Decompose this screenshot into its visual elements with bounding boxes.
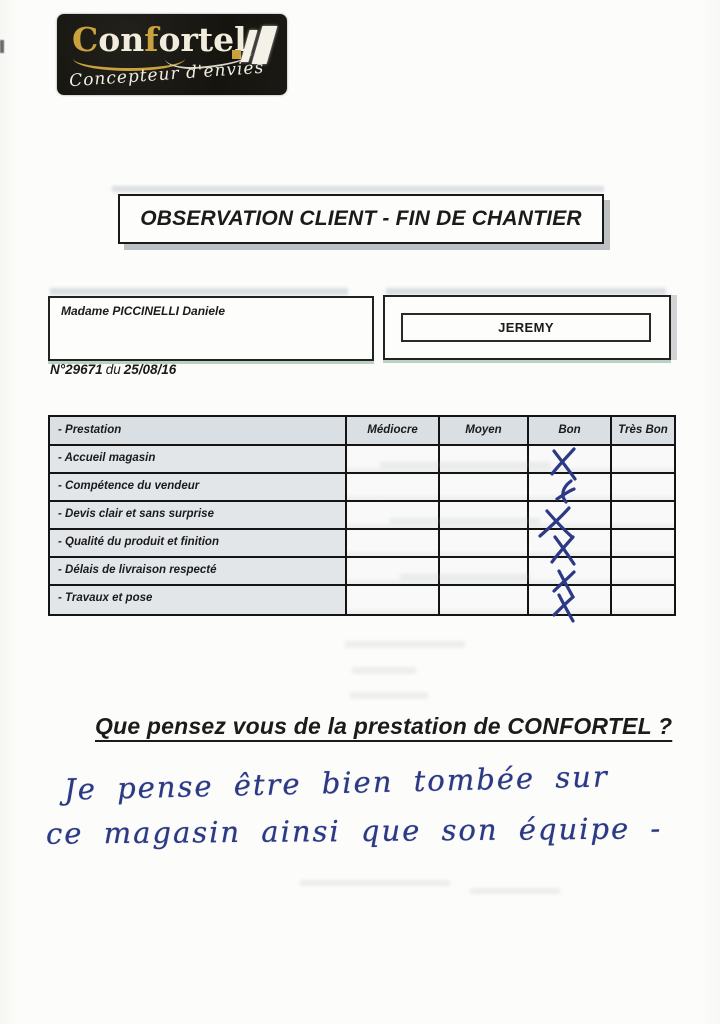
client-name: Madame PICCINELLI Daniele [61,304,226,318]
cell-mediocre [347,502,440,530]
col-header-prestation: - Prestation [50,417,347,446]
scan-artifact [50,288,348,295]
row-label: - Travaux et pose [50,586,347,614]
cell-bon [529,586,612,623]
cell-mediocre [347,558,440,586]
row-label: - Devis clair et sans surprise [50,502,347,530]
scan-artifact [386,288,666,295]
handwritten-comment-line1: Je pense être bien tombée sur [63,759,610,807]
logo-letter: f [144,20,159,59]
form-title: OBSERVATION CLIENT - FIN DE CHANTIER [140,207,582,230]
col-header-moyen: Moyen [440,417,529,446]
cell-tresbon [612,586,674,614]
cell-moyen [440,502,529,530]
row-label: - Qualité du produit et finition [50,530,347,558]
cell-bon [529,446,612,481]
logo-letters: on [98,20,145,59]
order-date: 25/08/16 [123,362,177,377]
cell-tresbon [612,446,674,474]
cell-moyen [440,586,529,614]
scan-artifact [350,692,428,699]
logo-letter: C [72,20,99,59]
cell-bon [529,474,612,504]
scan-artifact [390,518,540,524]
logo-wordmark: Confortel [72,20,247,59]
confortel-logo: Confortel Concepteur d'envies [57,14,287,95]
col-header-mediocre: Médiocre [347,417,440,446]
rating-table: - Prestation Médiocre Moyen Bon Très Bon… [48,415,676,623]
scan-artifact [470,888,560,894]
question-heading: Que pensez vous de la prestation de CONF… [95,713,673,739]
scan-artifact [0,40,4,53]
cell-mediocre [347,586,440,614]
cell-tresbon [612,502,674,530]
cell-bon [529,558,612,599]
scan-artifact [345,641,465,648]
scan-artifact [352,667,416,674]
cell-tresbon [612,558,674,586]
cell-bon [529,502,612,538]
logo-gold-swoosh [73,56,185,71]
cell-mediocre [347,446,440,474]
scan-artifact [380,462,550,468]
row-label: - Accueil magasin [50,446,347,474]
row-label: - Délais de livraison respecté [50,558,347,586]
cell-moyen [440,558,529,586]
scan-artifact [300,880,450,886]
scan-artifact [400,574,530,580]
cell-moyen [440,446,529,474]
cell-moyen [440,530,529,558]
logo-letters: ortel [158,20,247,59]
cell-moyen [440,474,529,502]
cell-tresbon [612,474,674,502]
col-header-tresbon: Très Bon [612,417,674,446]
advisor-box: JEREMY [383,295,671,360]
advisor-name: JEREMY [498,320,554,335]
order-reference: N°29671 du 25/08/16 [50,362,176,377]
advisor-name-box: JEREMY [401,313,651,342]
order-number: N°29671 [50,362,103,377]
x-mark-bon [552,593,575,623]
form-title-box: OBSERVATION CLIENT - FIN DE CHANTIER [118,194,604,244]
client-name-box: Madame PICCINELLI Daniele [48,296,374,361]
scan-artifact [112,186,604,192]
cell-mediocre [347,530,440,558]
row-label: - Compétence du vendeur [50,474,347,502]
reference-connector: du [105,362,121,377]
cell-mediocre [347,474,440,502]
col-header-bon: Bon [529,417,612,446]
handwritten-comment-line2: ce magasin ainsi que son équipe - [45,811,663,851]
cell-bon [529,530,612,566]
logo-dot-icon [232,50,241,59]
cell-tresbon [612,530,674,558]
